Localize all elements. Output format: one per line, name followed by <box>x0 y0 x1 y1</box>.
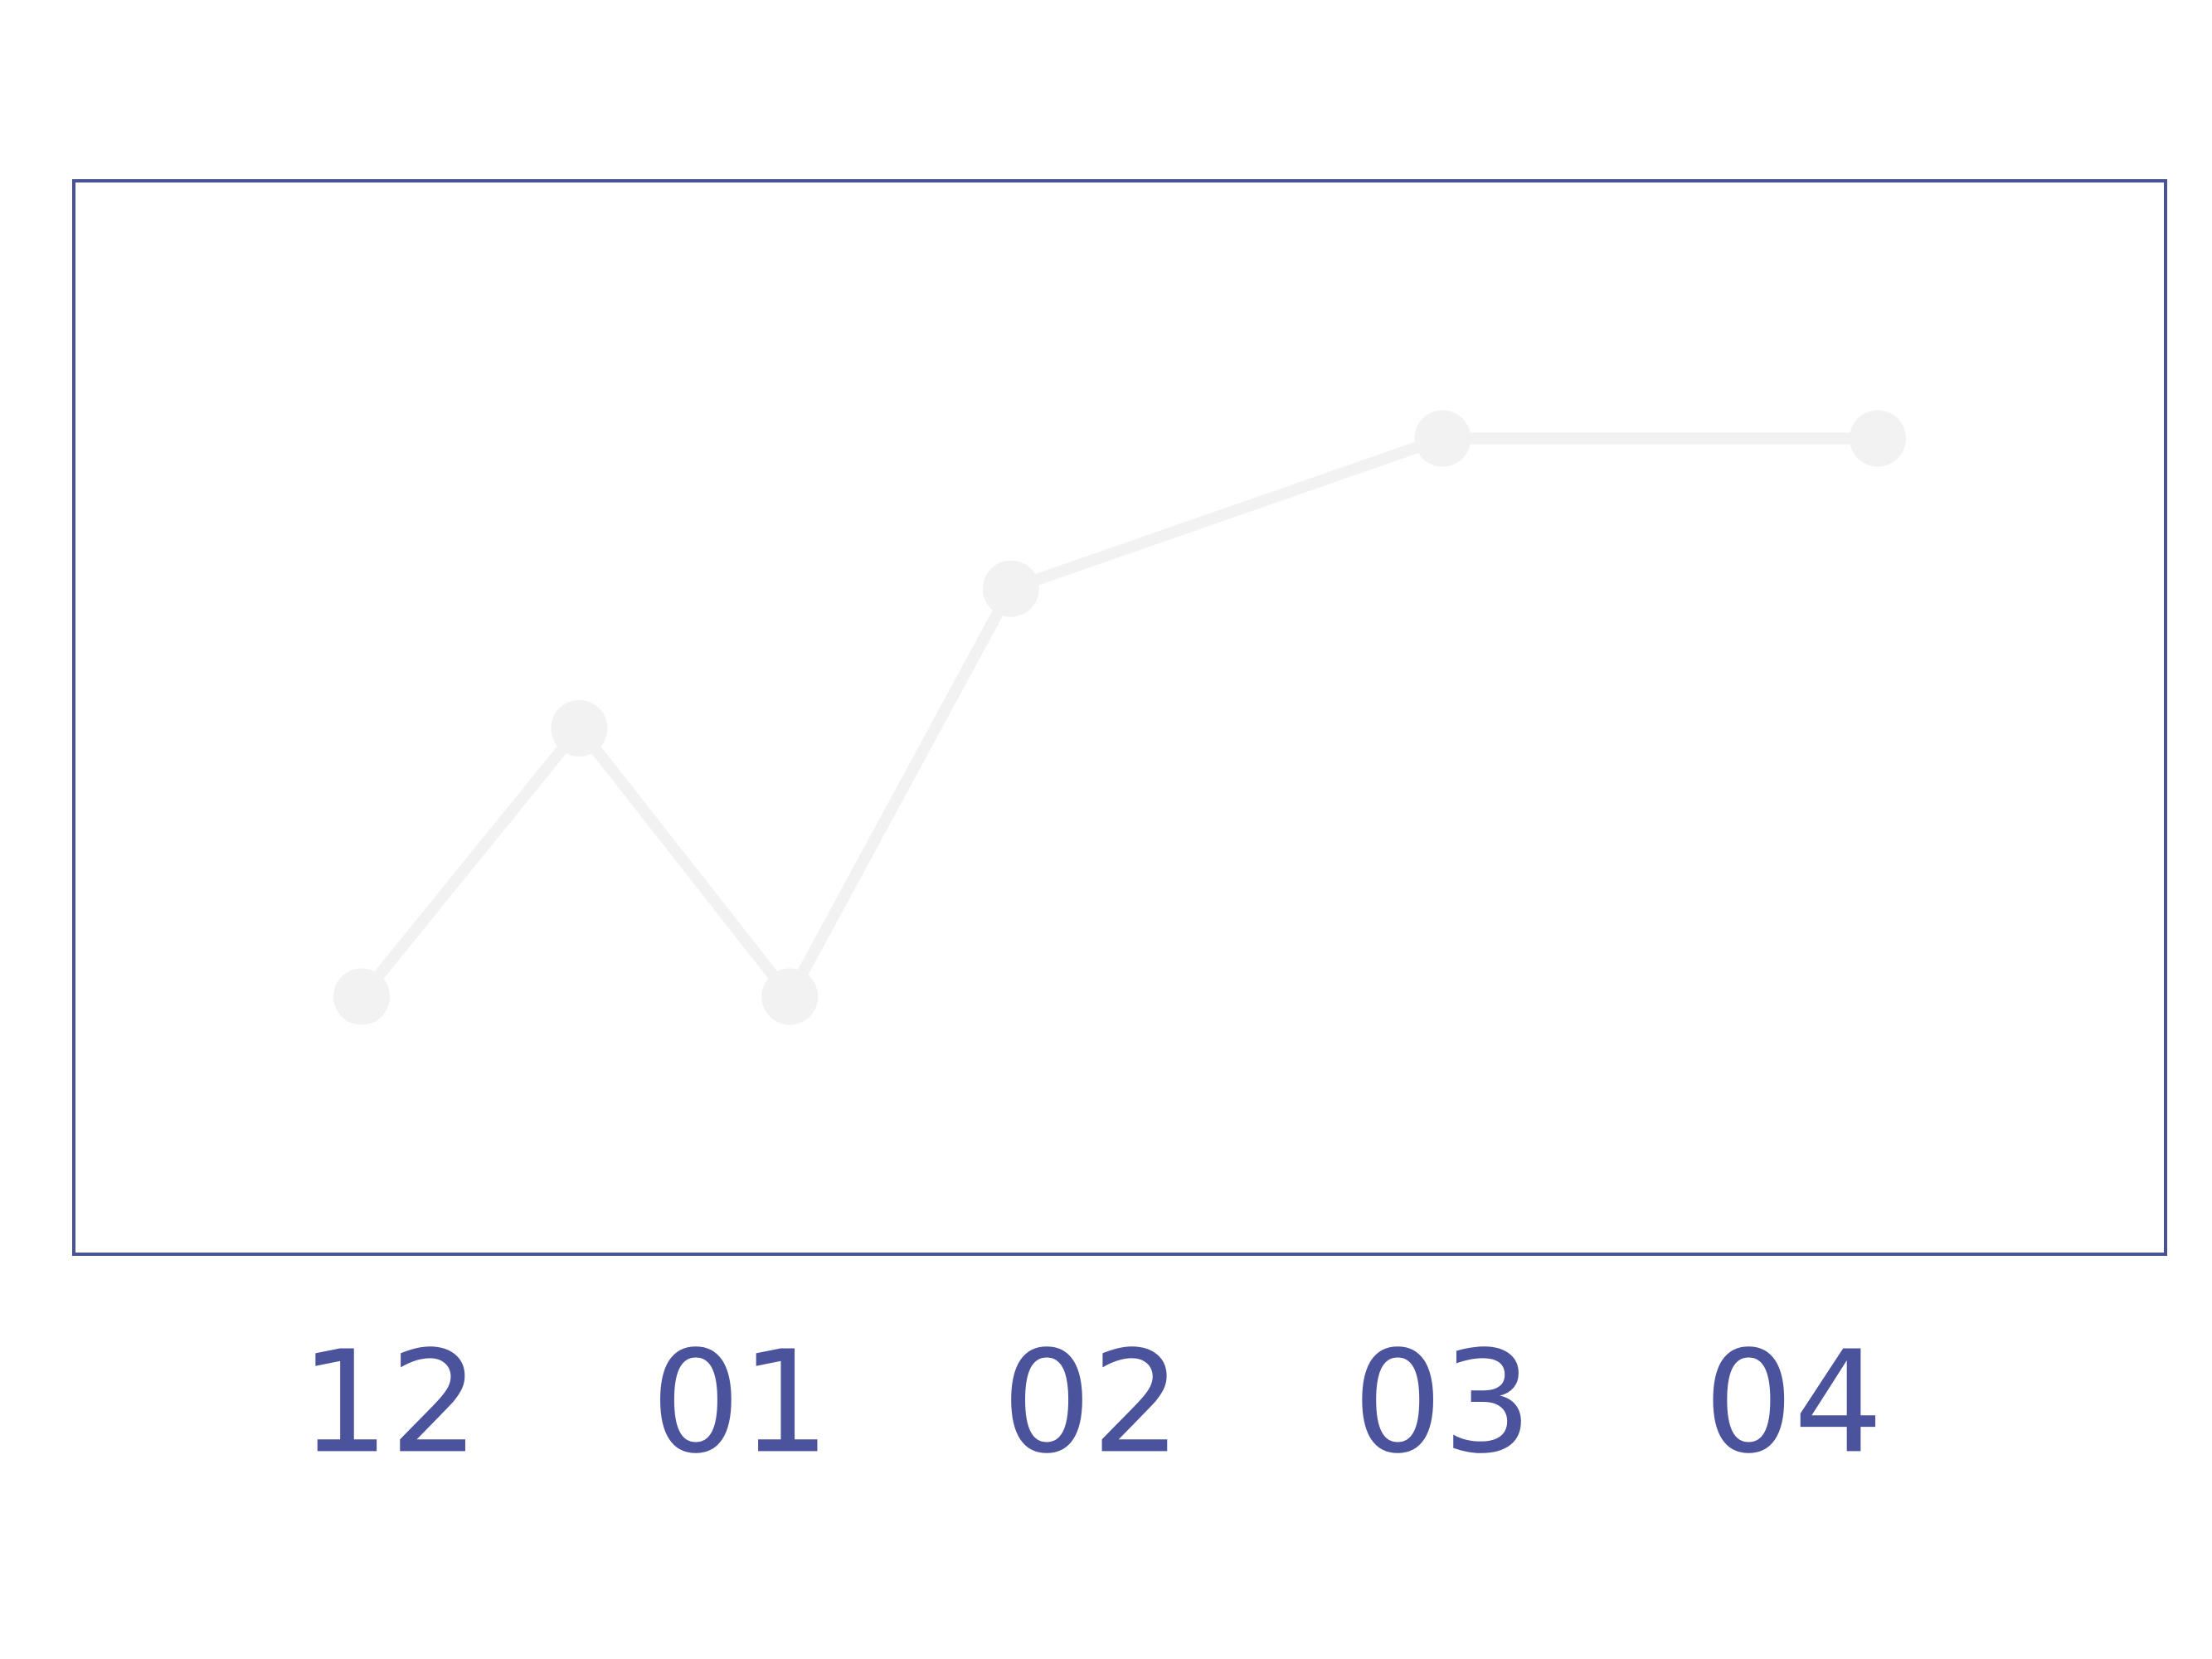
x-tick-label: 03 <box>1353 1321 1532 1485</box>
x-tick-label: 02 <box>1002 1321 1181 1485</box>
point <box>761 968 819 1025</box>
plot-frame <box>72 179 2167 1256</box>
point <box>982 560 1039 617</box>
x-tick-label: 01 <box>651 1321 830 1485</box>
point <box>333 968 390 1025</box>
line <box>357 432 1879 1003</box>
x-tick-label: 12 <box>300 1321 479 1485</box>
point <box>1850 410 1907 467</box>
point <box>1414 410 1471 467</box>
x-tick-label: 04 <box>1704 1321 1883 1485</box>
point <box>551 699 608 757</box>
